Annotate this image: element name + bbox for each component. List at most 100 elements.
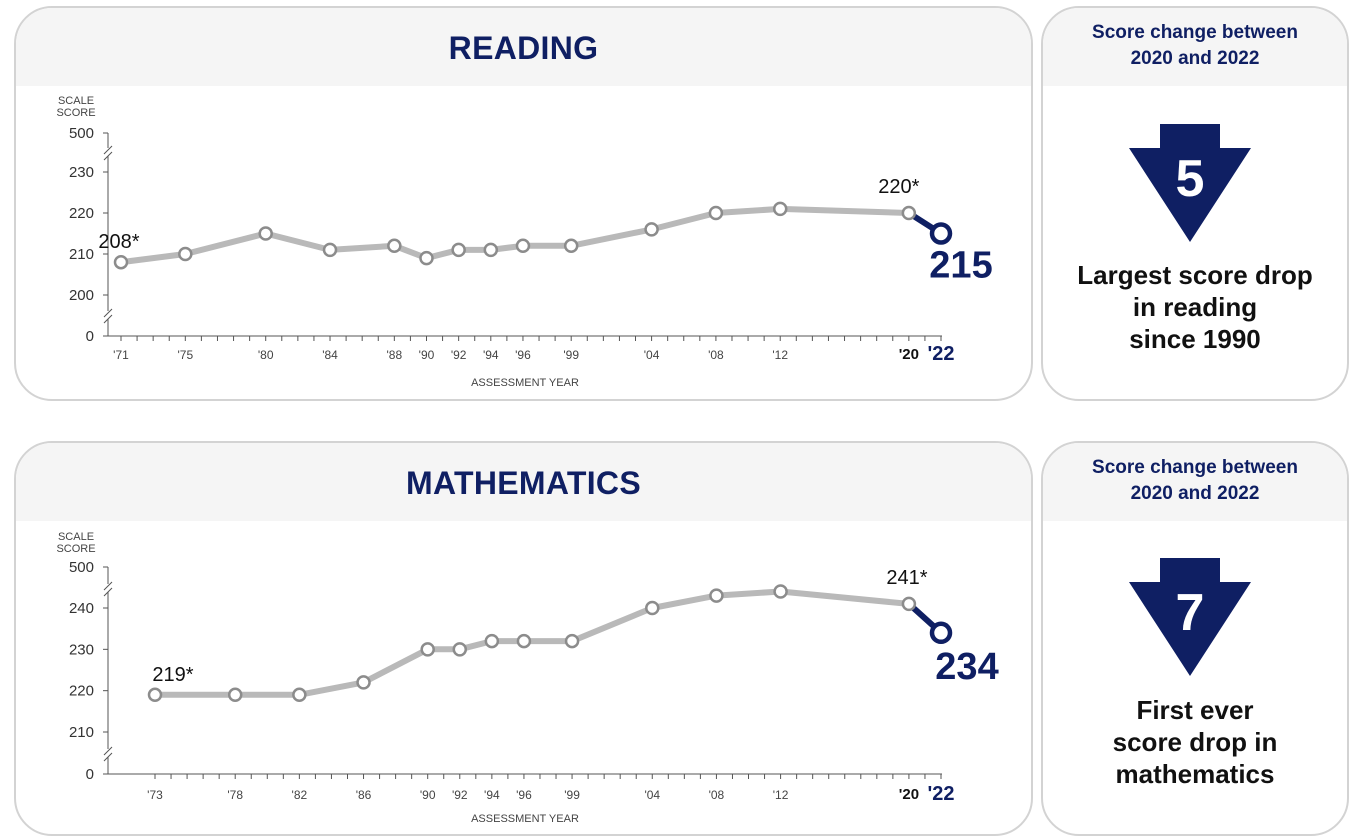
mathematics-y-tick-label-220: 220 <box>69 683 94 700</box>
reading-y-tick-label-220: 220 <box>69 205 94 222</box>
mathematics-point-1996 <box>516 633 532 649</box>
reading-y-label-line2: SCORE <box>56 107 95 119</box>
reading-chart-title: READING <box>448 30 599 66</box>
mathematics-x-tick-label-1973: '73 <box>147 788 163 802</box>
reading-y-tick-label-230: 230 <box>69 164 94 181</box>
reading-point-1990 <box>419 250 434 266</box>
reading-x-tick-label-1994: '94 <box>483 348 499 362</box>
reading-point-2012 <box>772 201 788 217</box>
reading-y-label-line1: SCALE <box>58 95 94 107</box>
mathematics-point-2020 <box>901 596 917 612</box>
mathematics-x-tick-label-2020: '20 <box>899 786 919 803</box>
reading-axis-break-icon-1 <box>103 308 113 324</box>
reading-x-tick-label-1984: '84 <box>322 348 338 362</box>
reading-x-tick-label-2022: '22 <box>927 343 954 365</box>
reading-point-1996 <box>515 238 531 254</box>
reading-x-axis-title: ASSESSMENT YEAR <box>471 377 579 389</box>
reading-x-tick-label-1975: '75 <box>177 348 193 362</box>
reading-y-tick-label-200: 200 <box>69 287 94 304</box>
mathematics-y-tick-label-230: 230 <box>69 641 94 658</box>
reading-point-1988 <box>387 238 402 254</box>
reading-y-tick-label-210: 210 <box>69 246 94 263</box>
reading-point-1984 <box>322 242 338 258</box>
reading-y-tick-label-500: 500 <box>69 125 94 142</box>
reading-x-tick-label-1992: '92 <box>451 348 467 362</box>
reading-y-tick-label-0: 0 <box>86 328 94 345</box>
mathematics-series-line <box>152 588 912 698</box>
mathematics-score-change-heading: Score change between 2020 and 2022 <box>1092 457 1298 504</box>
mathematics-chart-panel: MATHEMATICS <box>14 441 1033 836</box>
reading-point-2020 <box>901 205 917 221</box>
reading-score-change-description: Largest score drop in reading since 1990 <box>1077 260 1313 354</box>
mathematics-y-tick-label-0: 0 <box>86 766 94 783</box>
mathematics-y-label-line2: SCORE <box>56 543 95 555</box>
reading-x-tick-label-1996: '96 <box>515 348 531 362</box>
reading-score-change-header <box>1043 8 1347 86</box>
mathematics-x-tick-label-1978: '78 <box>227 788 243 802</box>
reading-point-1994 <box>483 242 499 258</box>
mathematics-score-change-header <box>1043 443 1347 521</box>
mathematics-point-1986 <box>356 675 371 690</box>
mathematics-annotation-1973: 219* <box>152 664 193 686</box>
reading-axis-break-icon-0 <box>103 145 113 161</box>
mathematics-y-tick-label-240: 240 <box>69 600 94 617</box>
reading-series-line <box>118 205 912 266</box>
mathematics-x-tick-label-1990: '90 <box>420 788 436 802</box>
reading-score-change-value: 5 <box>1176 150 1205 208</box>
reading-point-2004 <box>644 222 659 237</box>
mathematics-point-1990 <box>420 642 435 657</box>
reading-x-tick-label-2008: '08 <box>708 348 724 362</box>
mathematics-point-2004 <box>645 600 660 616</box>
mathematics-score-change-description: First ever score drop in mathematics <box>1112 695 1278 789</box>
mathematics-axis-break-icon-1 <box>103 746 113 762</box>
mathematics-point-2008 <box>709 588 724 603</box>
mathematics-point-1994 <box>484 633 500 649</box>
mathematics-x-tick-label-2008: '08 <box>709 788 725 802</box>
mathematics-point-2012 <box>773 584 788 599</box>
reading-x-tick-label-2004: '04 <box>644 348 660 362</box>
reading-point-1971 <box>113 254 129 270</box>
mathematics-x-tick-label-2004: '04 <box>644 788 660 802</box>
mathematics-x-tick-label-1996: '96 <box>516 788 532 802</box>
mathematics-chart-header <box>16 443 1031 521</box>
reading-point-1975 <box>178 246 193 262</box>
reading-point-1999 <box>563 238 579 254</box>
mathematics-y-tick-label-500: 500 <box>69 559 94 576</box>
mathematics-annotation-2022: 234 <box>935 646 998 688</box>
mathematics-x-tick-label-1982: '82 <box>292 788 308 802</box>
reading-x-tick-label-1988: '88 <box>387 348 403 362</box>
reading-annotation-1971: 208* <box>98 231 139 253</box>
mathematics-down-arrow-icon <box>1129 558 1251 676</box>
reading-down-arrow-icon <box>1129 124 1251 242</box>
mathematics-point-1992 <box>452 642 468 657</box>
reading-x-tick-label-2012: '12 <box>772 348 788 362</box>
mathematics-point-1999 <box>564 633 580 649</box>
reading-chart-panel: READING <box>14 6 1033 401</box>
mathematics-point-1978 <box>227 687 243 703</box>
mathematics-chart-title: MATHEMATICS <box>406 465 641 501</box>
reading-score-change-heading: Score change between 2020 and 2022 <box>1092 22 1298 69</box>
mathematics-score-change-value: 7 <box>1176 584 1205 642</box>
reading-x-tick-label-1999: '99 <box>563 348 579 362</box>
mathematics-x-tick-label-2012: '12 <box>773 788 789 802</box>
mathematics-point-1982 <box>292 687 307 703</box>
mathematics-y-label-line1: SCALE <box>58 531 94 543</box>
reading-point-1980 <box>258 226 273 241</box>
reading-point-2022 <box>929 222 953 245</box>
mathematics-y-tick-label-210: 210 <box>69 724 94 741</box>
mathematics-x-tick-label-1994: '94 <box>484 788 500 802</box>
reading-x-tick-label-2020: '20 <box>899 346 919 363</box>
reading-point-1992 <box>451 242 466 258</box>
mathematics-x-tick-label-1992: '92 <box>452 788 468 802</box>
mathematics-x-tick-label-1986: '86 <box>356 788 372 802</box>
reading-point-2008 <box>708 205 724 221</box>
mathematics-point-1973 <box>147 687 163 703</box>
reading-x-tick-label-1980: '80 <box>258 348 274 362</box>
mathematics-point-2022 <box>929 621 953 645</box>
mathematics-x-tick-label-2022: '22 <box>927 783 954 805</box>
reading-annotation-2022: 215 <box>929 245 992 287</box>
mathematics-axis-break-icon-0 <box>103 581 113 597</box>
reading-x-tick-label-1990: '90 <box>419 348 435 362</box>
reading-chart-header <box>16 8 1031 86</box>
